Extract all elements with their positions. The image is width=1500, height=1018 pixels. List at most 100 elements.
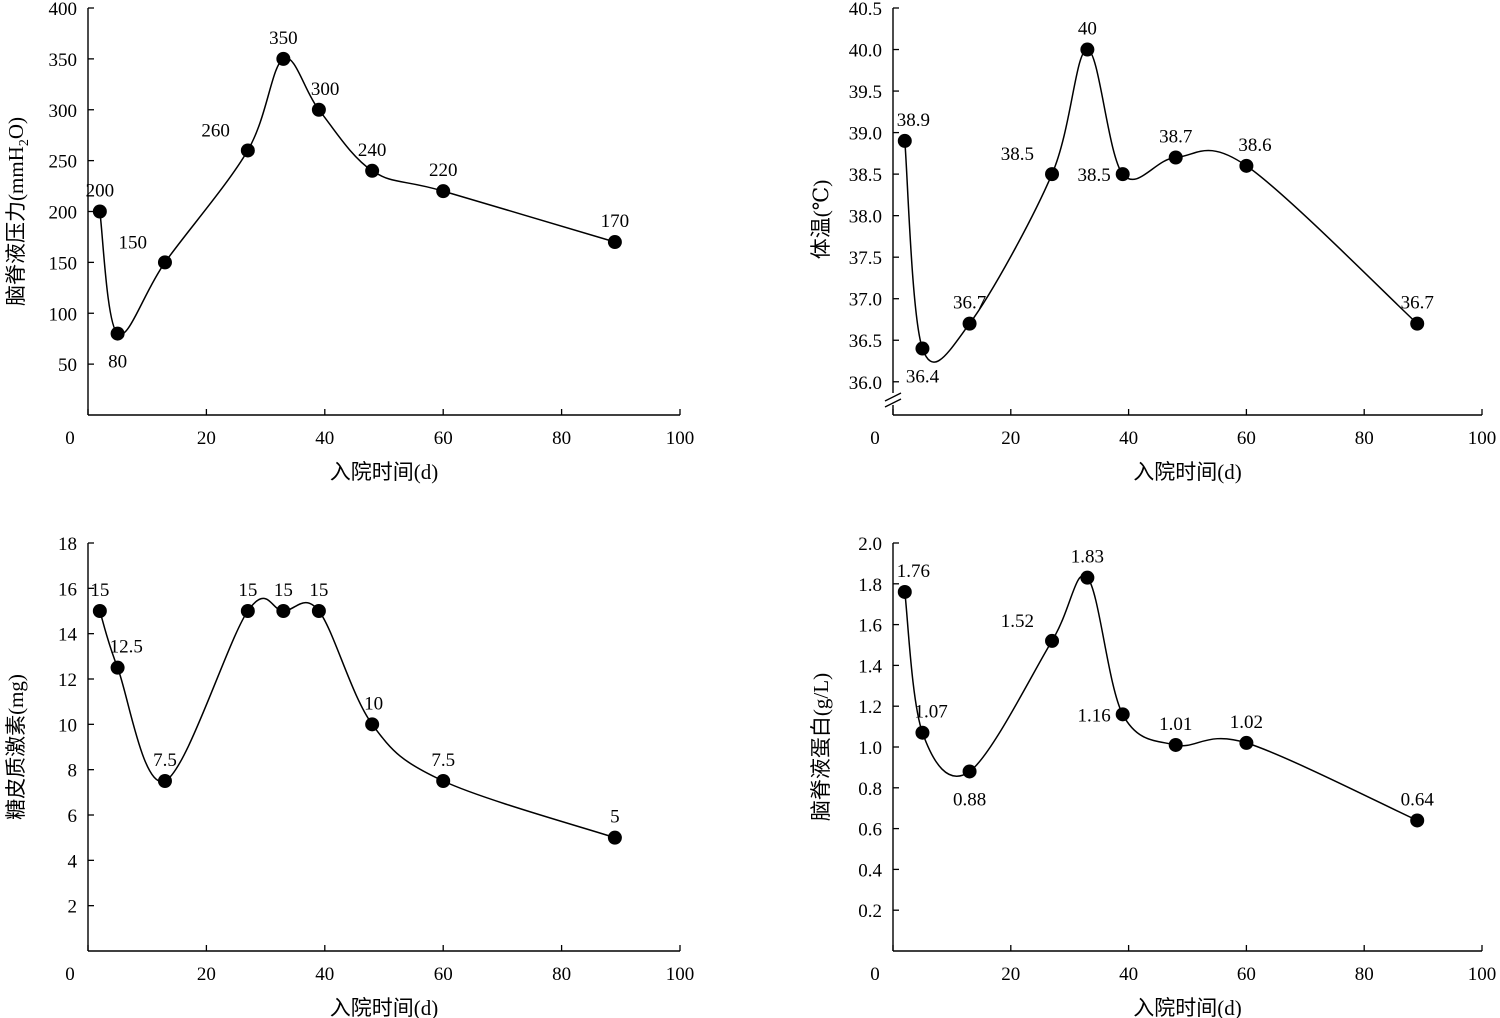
- data-label: 0.88: [953, 789, 986, 810]
- data-label: 40: [1078, 19, 1097, 40]
- data-label: 1.16: [1077, 705, 1110, 726]
- data-point: [962, 764, 977, 779]
- y-axis-title: 脑脊液压力(mmH2O): [4, 117, 32, 306]
- data-point: [92, 604, 107, 618]
- y-tick-label: 14: [58, 625, 78, 646]
- y-tick-label: 0.8: [858, 779, 882, 800]
- x-tick-label: 60: [434, 428, 453, 449]
- data-label: 7.5: [153, 750, 177, 771]
- x-tick-label: 80: [1355, 964, 1374, 985]
- data-label: 80: [108, 352, 127, 373]
- chart-panel-1: 0 20 40 60 80 100 50 100 150 200 250 300 350 400 入院时间(…: [4, 0, 694, 484]
- y-tick-label: 1.6: [858, 616, 882, 637]
- x-tick-label: 20: [197, 428, 216, 449]
- data-point: [1410, 813, 1425, 828]
- data-label: 170: [601, 211, 630, 232]
- data-point: [240, 143, 255, 158]
- data-point: [1045, 633, 1060, 648]
- data-label: 15: [90, 580, 109, 601]
- data-point: [1410, 316, 1425, 331]
- data-label: 1.76: [897, 561, 930, 582]
- data-point: [276, 51, 291, 66]
- data-point: [436, 184, 451, 199]
- y-tick-label: 37.0: [849, 290, 882, 311]
- data-label: 36.4: [906, 367, 940, 388]
- y-tick-label: 16: [58, 579, 77, 600]
- data-label: 1.02: [1230, 712, 1263, 733]
- x-tick-label: 80: [1355, 428, 1374, 449]
- data-point: [915, 341, 930, 356]
- data-label: 1.83: [1071, 547, 1104, 568]
- data-point: [962, 316, 977, 331]
- x-tick-label: 80: [552, 964, 571, 985]
- chart-panel-2: 0 20 40 60 80 100 36.0 36.5 37.0 37.5 38.0 38.5 39.0…: [809, 0, 1496, 484]
- series-line: [904, 574, 1418, 822]
- x-tick-label: 0: [870, 428, 880, 449]
- data-point: [311, 102, 326, 117]
- data-point: [311, 604, 326, 618]
- data-label: 300: [311, 79, 340, 100]
- series-line: [99, 57, 616, 336]
- data-point: [1115, 167, 1130, 182]
- data-point: [915, 725, 930, 740]
- data-point: [897, 133, 912, 148]
- y-tick-label: 250: [49, 152, 78, 173]
- data-label: 7.5: [431, 750, 455, 771]
- data-point: [110, 326, 125, 341]
- y-axis-title: 体温(℃): [809, 180, 833, 259]
- y-axis-title-subscript: 2: [17, 139, 32, 146]
- y-tick-label: 12: [58, 670, 77, 691]
- data-point: [607, 830, 622, 845]
- y-tick-label: 6: [68, 806, 78, 827]
- data-point: [897, 584, 912, 599]
- y-tick-label: 1.0: [858, 738, 882, 759]
- y-tick-label: 38.0: [849, 207, 882, 228]
- x-axis-title: 入院时间(d): [330, 460, 439, 484]
- data-label: 260: [201, 120, 230, 141]
- y-tick-label: 150: [49, 253, 78, 274]
- data-label: 0.64: [1401, 789, 1435, 810]
- data-label: 12.5: [110, 637, 143, 658]
- y-axis-title: 糖皮质激素(mg): [4, 674, 28, 820]
- y-tick-label: 400: [49, 0, 78, 20]
- y-tick-label: 0.4: [858, 860, 882, 881]
- x-tick-label: 20: [1001, 428, 1020, 449]
- data-label: 38.5: [1001, 144, 1034, 165]
- data-point: [1080, 570, 1095, 585]
- data-label: 10: [364, 693, 383, 714]
- x-tick-label: 20: [1001, 964, 1020, 985]
- y-tick-label: 18: [58, 534, 77, 555]
- axis-break-mark: [884, 392, 902, 402]
- data-point: [436, 774, 451, 788]
- axis-break-mark: [884, 398, 902, 408]
- data-label: 36.7: [1401, 293, 1434, 314]
- y-tick-label: 350: [49, 50, 78, 71]
- x-tick-label: 40: [1119, 964, 1138, 985]
- y-tick-label: 2: [68, 897, 78, 918]
- y-tick-label: 1.2: [858, 697, 882, 718]
- y-tick-label: 39.0: [849, 124, 882, 145]
- data-point: [92, 204, 107, 219]
- data-point: [1168, 150, 1183, 165]
- x-axis-title: 入院时间(d): [330, 996, 439, 1018]
- data-label: 5: [610, 807, 620, 828]
- data-point: [1168, 737, 1183, 752]
- x-tick-label: 60: [1237, 964, 1256, 985]
- y-tick-label: 10: [58, 715, 77, 736]
- y-tick-label: 36.5: [849, 331, 882, 352]
- data-label: 38.5: [1077, 165, 1110, 186]
- data-label: 15: [238, 580, 257, 601]
- y-tick-label: 40.0: [849, 41, 882, 62]
- x-tick-label: 100: [1468, 964, 1497, 985]
- y-axis-title: 脑脊液蛋白(g/L): [809, 673, 833, 821]
- y-axis-title-end: O): [4, 117, 28, 139]
- y-tick-label: 300: [49, 101, 78, 122]
- x-tick-label: 20: [197, 964, 216, 985]
- series-line: [99, 597, 616, 839]
- y-tick-label: 36.0: [849, 373, 882, 394]
- y-tick-label: 37.5: [849, 248, 882, 269]
- data-point: [240, 604, 255, 618]
- y-tick-label: 8: [68, 761, 78, 782]
- data-label: 38.9: [897, 110, 930, 131]
- data-label: 240: [358, 140, 387, 161]
